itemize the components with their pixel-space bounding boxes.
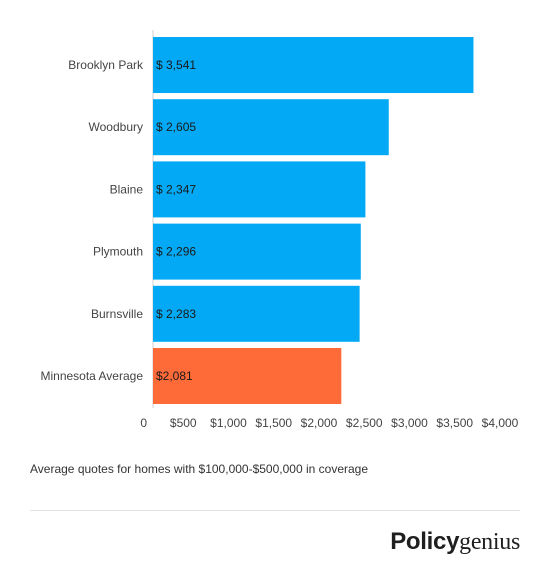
logo-serif-text: genius bbox=[459, 529, 520, 555]
chart-footnote: Average quotes for homes with $100,000-$… bbox=[30, 462, 369, 476]
bar-burnsville bbox=[153, 285, 360, 342]
x-tick-label: $4,000 bbox=[482, 416, 519, 430]
x-tick-label: $500 bbox=[170, 416, 197, 430]
value-label-blaine: $ 2,347 bbox=[156, 182, 196, 196]
bar-minnesota-average bbox=[153, 348, 342, 404]
divider bbox=[30, 510, 520, 511]
value-label-minnesota-average: $2,081 bbox=[156, 369, 193, 383]
x-tick-label: $1,500 bbox=[255, 416, 292, 430]
bar-woodbury bbox=[153, 99, 389, 156]
category-label-blaine: Blaine bbox=[110, 182, 144, 196]
x-tick-label: $3,000 bbox=[391, 416, 428, 430]
value-label-woodbury: $ 2,605 bbox=[156, 120, 196, 134]
bar-blaine bbox=[153, 161, 366, 218]
category-label-brooklyn-park: Brooklyn Park bbox=[68, 58, 144, 72]
x-tick-label: $3,500 bbox=[436, 416, 473, 430]
x-tick-label: $2,000 bbox=[301, 416, 338, 430]
category-label-plymouth: Plymouth bbox=[93, 245, 143, 259]
category-label-woodbury: Woodbury bbox=[89, 120, 143, 134]
x-tick-label: $1,000 bbox=[210, 416, 247, 430]
value-label-burnsville: $ 2,283 bbox=[156, 307, 196, 321]
bar-brooklyn-park bbox=[153, 37, 474, 93]
bar-chart: Brooklyn Park $ 3,541 Woodbury $ 2,605 Blain… bbox=[40, 30, 519, 430]
bar-plymouth bbox=[153, 223, 361, 280]
policygenius-logo[interactable]: Policygenius bbox=[390, 528, 520, 556]
logo-bold-text: Policy bbox=[390, 528, 460, 555]
value-label-plymouth: $ 2,296 bbox=[156, 245, 196, 259]
value-label-brooklyn-park: $ 3,541 bbox=[156, 58, 196, 72]
x-tick-label: 0 bbox=[140, 416, 147, 430]
x-tick-label: $2,500 bbox=[346, 416, 383, 430]
category-label-burnsville: Burnsville bbox=[91, 307, 143, 321]
category-label-minnesota-average: Minnesota Average bbox=[40, 369, 143, 383]
